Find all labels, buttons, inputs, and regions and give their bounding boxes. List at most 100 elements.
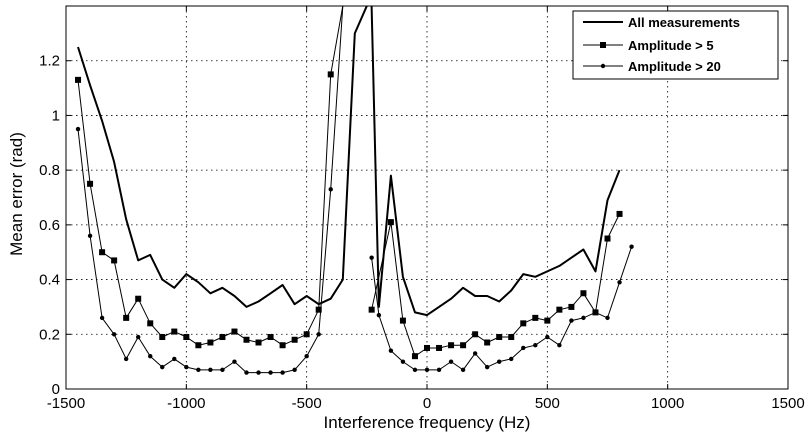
data-point-dot [400,359,406,364]
data-point-square [556,306,563,313]
data-point-dot [472,351,478,356]
data-point-dot [256,370,261,375]
data-point-dot [220,367,225,373]
data-point-dot [280,370,285,375]
data-point-square [604,235,611,242]
data-point-square [111,257,118,264]
data-point-square [255,339,262,346]
data-point-square [387,219,394,226]
data-point-square [520,320,527,327]
data-point-dot [99,315,105,321]
data-point-dot [436,367,442,373]
x-tick-label: 500 [535,395,560,412]
data-point-square [532,314,539,321]
data-point-square [123,314,130,321]
series-line-all-measurements [370,6,621,317]
data-point-dot [268,370,273,375]
grid-lines [66,6,788,389]
data-point-dot [136,334,141,340]
y-tick-label: 0 [52,381,60,398]
data-point-square [243,336,250,343]
data-point-dot [497,359,502,364]
x-axis-label: Interference frequency (Hz) [324,413,531,432]
data-point-dot [376,312,382,318]
data-point-dot [569,318,574,323]
data-point-dot [111,332,117,337]
x-tick-label: -1000 [167,395,205,412]
data-point-square [267,334,274,341]
series-line-all-measurements [77,6,368,308]
y-tick-label: 1.2 [39,53,60,70]
data-point-square [219,334,226,341]
data-point-dot [484,364,490,370]
data-point-dot [521,345,526,351]
data-point-dot [412,367,418,373]
data-point-dot [160,364,165,370]
data-point-square [291,336,298,343]
x-tick-label: -1500 [47,395,85,412]
y-axis-label: Mean error (rad) [7,132,26,256]
data-point-square [436,344,443,351]
data-point-dot [316,332,321,337]
data-point-square [448,342,455,349]
x-tick-label: 1500 [771,395,804,412]
data-point-dot [196,367,201,373]
y-tick-label: 0.2 [39,326,60,343]
legend-label-amplitude-20: Amplitude > 20 [628,59,721,74]
data-point-square [424,344,430,351]
data-point-square [135,295,142,302]
data-point-dot [448,359,454,364]
data-point-dot [369,255,374,260]
data-point-square [315,306,322,313]
data-point-square [171,328,178,335]
data-point-dot [148,353,153,359]
data-point-dot [208,367,213,373]
data-point-dot [87,233,93,238]
data-point-dot [533,343,538,348]
data-point-square [544,317,551,324]
data-point-square [411,353,418,360]
data-point-square [147,320,154,327]
y-tick-label: 1 [52,107,60,124]
data-point-dot [232,359,237,364]
data-point-dot [123,356,129,362]
y-tick-label: 0.6 [39,217,60,234]
data-point-dot [172,356,177,362]
legend-marker-square [600,42,606,48]
data-point-square [303,331,310,338]
data-point-dot [509,356,514,362]
data-point-dot [557,343,562,348]
data-point-square [99,249,106,256]
x-tick-label: 0 [423,395,431,412]
data-point-square [75,76,82,83]
data-point-dot [605,315,610,321]
x-tick-label: 1000 [651,395,684,412]
data-point-square [159,334,166,341]
data-point-dot [424,367,430,373]
y-tick-label: 0.4 [39,272,60,289]
data-point-dot [460,367,466,373]
data-point-square [368,306,375,313]
series-clip-group [75,6,634,375]
y-tick-label: 0.8 [39,162,60,179]
data-point-dot [617,280,622,285]
data-point-square [195,342,202,349]
legend-marker-dot [600,63,606,69]
data-point-square [399,317,406,324]
data-point-dot [184,364,189,370]
data-point-dot [292,367,297,373]
data-point-dot [545,334,550,340]
axis-ticks: -1500 -1000 -500 0 500 1000 1500 0 0.2 0.4 0.6 0.8 1… [39,6,805,412]
data-point-square [580,290,587,297]
data-point-dot [581,315,586,321]
data-point-square [496,334,503,341]
legend-label-amplitude-5: Amplitude > 5 [628,38,714,53]
series-line-amplitude-20 [77,6,344,374]
data-point-square [183,334,190,341]
data-point-square [508,334,515,341]
data-point-dot [244,370,249,375]
data-point-square [279,342,286,349]
x-tick-label: -500 [292,395,322,412]
data-point-dot [593,310,598,315]
